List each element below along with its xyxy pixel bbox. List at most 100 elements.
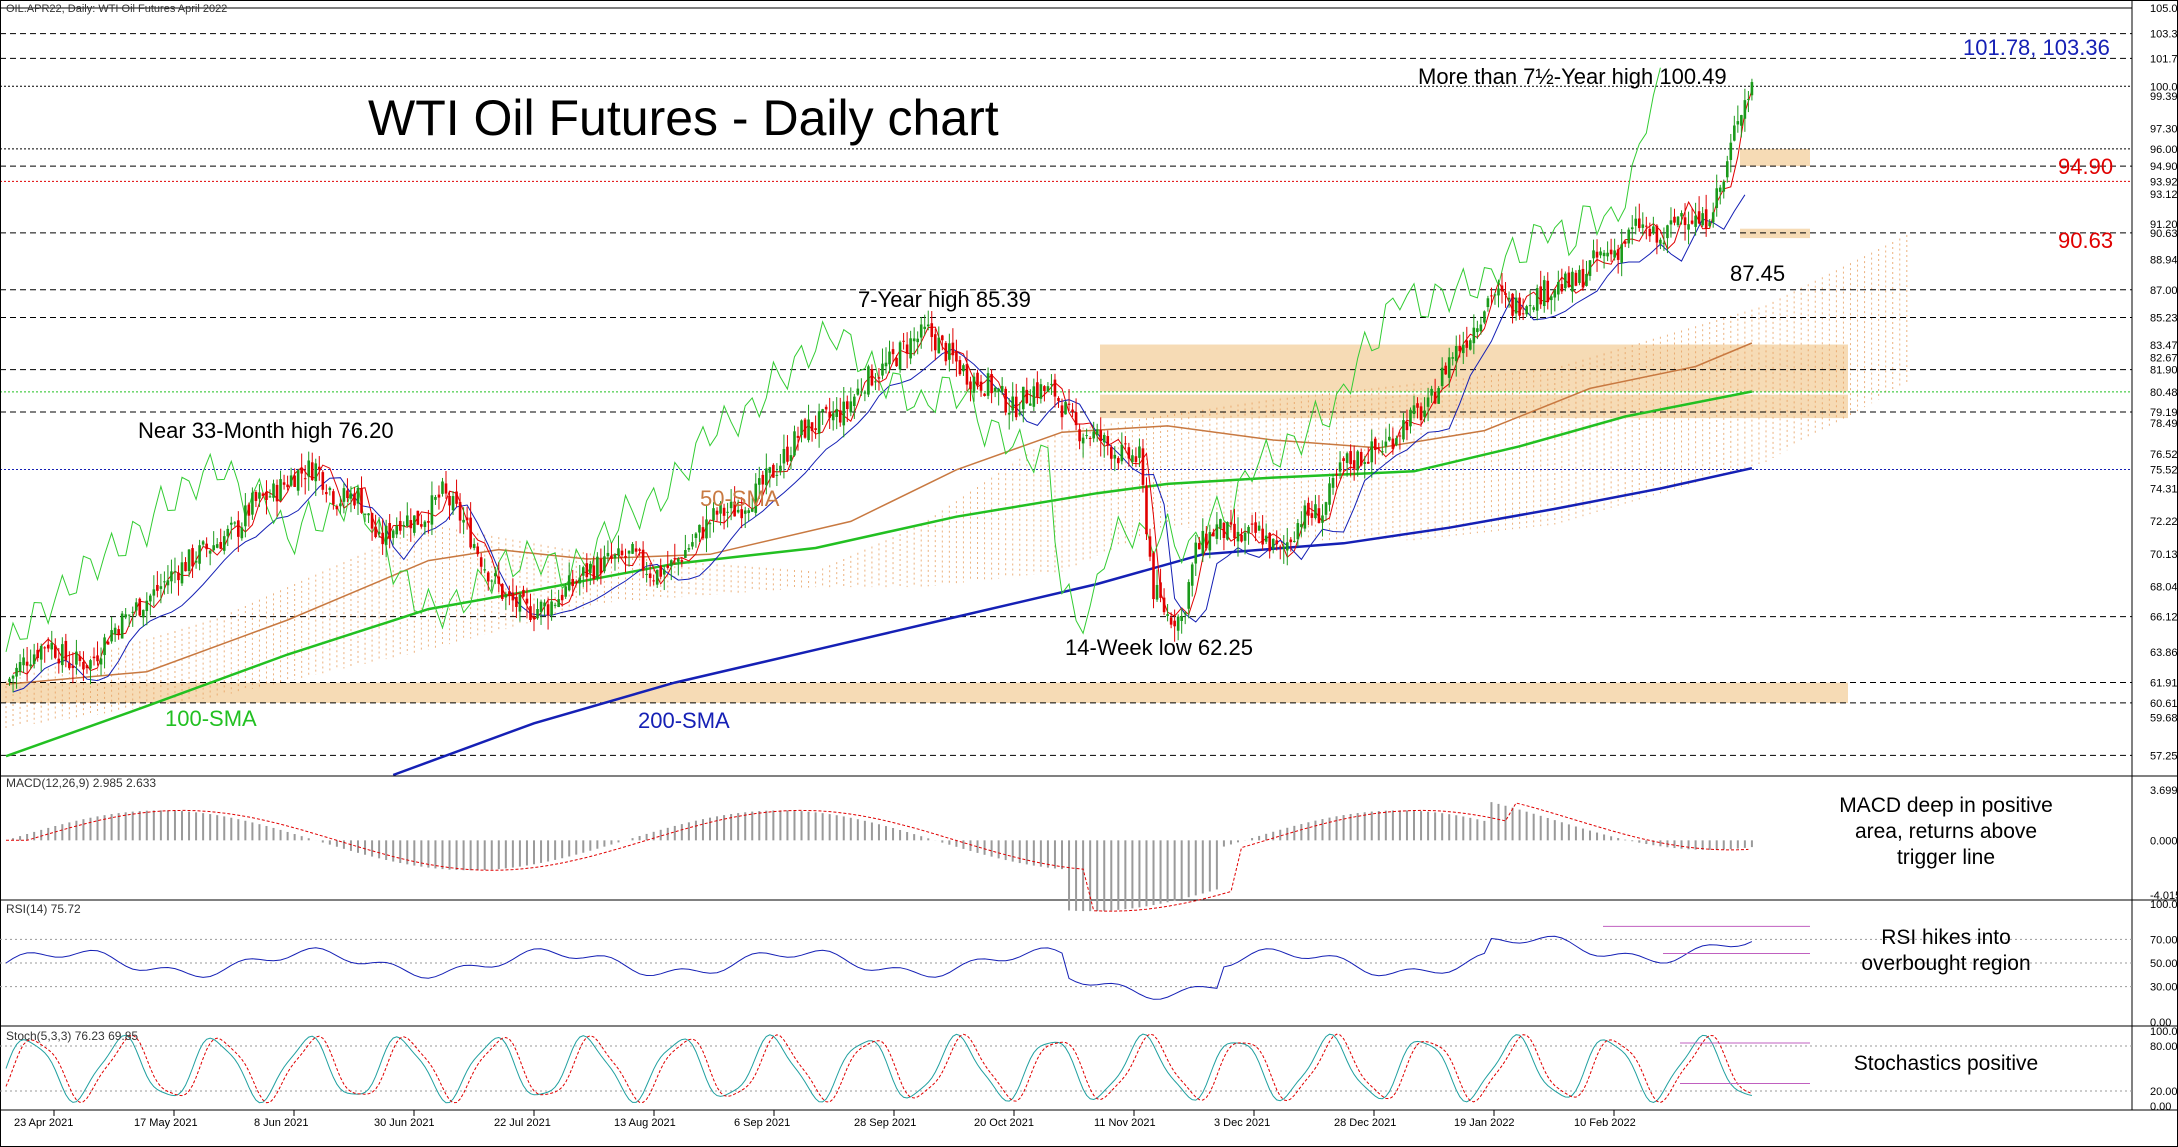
candle-body <box>244 505 247 527</box>
macd-bar <box>1180 840 1183 900</box>
horizontal-levels <box>0 7 2132 756</box>
date-axis-label: 19 Jan 2022 <box>1454 1117 1515 1129</box>
date-axis-label: 10 Feb 2022 <box>1574 1117 1636 1129</box>
rsi-note-1: RSI hikes into <box>1881 926 2011 949</box>
macd-bar <box>202 813 205 841</box>
candle-body <box>75 651 78 665</box>
date-axis-label: 22 Jul 2021 <box>494 1117 551 1129</box>
candle-body <box>1451 357 1455 359</box>
candle-body <box>1430 388 1433 396</box>
macd-bar <box>110 814 113 841</box>
candle-body <box>1514 297 1518 314</box>
candle-body <box>258 492 261 499</box>
candle-body <box>1324 502 1328 515</box>
macd-bar <box>1483 820 1486 841</box>
macd-bar <box>547 840 550 862</box>
macd-bar <box>835 815 838 841</box>
candle-body <box>36 649 39 659</box>
candle-body <box>1162 597 1166 613</box>
candle-body <box>705 519 708 539</box>
candle-body <box>1747 98 1750 100</box>
candle-body <box>229 522 233 525</box>
candle-body <box>1109 447 1113 459</box>
candle-body <box>666 565 670 568</box>
candle-body <box>134 602 138 611</box>
candle-body <box>1314 504 1317 519</box>
candle-body <box>831 413 835 421</box>
stoch-header: Stoch(5,3,3) 76.23 69.85 <box>6 1029 138 1043</box>
candle-body <box>747 510 751 514</box>
candle-body <box>659 565 663 577</box>
candle-body <box>1145 485 1148 535</box>
macd-bar <box>680 824 683 841</box>
candle-body <box>1335 473 1338 476</box>
macd-bar <box>1743 840 1746 848</box>
candle-body <box>1634 218 1638 226</box>
candle-body <box>275 484 279 502</box>
macd-bar <box>413 840 416 866</box>
macd-bar <box>378 840 381 859</box>
macd-bar <box>1279 829 1282 841</box>
macd-bar <box>328 840 331 845</box>
candle-body <box>1402 420 1405 440</box>
candle-body <box>606 552 610 557</box>
macd-bar <box>1131 840 1134 909</box>
candle-body <box>1578 269 1581 283</box>
candle-body <box>149 595 152 602</box>
macd-bar <box>124 812 127 841</box>
candle-body <box>1440 367 1444 387</box>
candle-body <box>1356 451 1359 471</box>
candle-body <box>515 596 518 607</box>
macd-bar <box>75 820 78 841</box>
candle-body <box>50 642 54 650</box>
candle-body <box>342 488 346 502</box>
macd-bar <box>300 836 303 841</box>
macd-bar <box>89 817 92 841</box>
candle-body <box>444 483 448 494</box>
macd-bar <box>1053 840 1056 869</box>
candle-body <box>103 637 106 656</box>
macd-bar <box>103 815 106 841</box>
macd-bar <box>1462 816 1465 841</box>
price-candles <box>8 78 1754 693</box>
candle-body <box>120 613 124 639</box>
candle-body <box>821 409 824 412</box>
candle-body <box>395 525 399 535</box>
macd-bar <box>899 829 902 841</box>
macd-bar <box>1645 840 1648 845</box>
macd-bar <box>265 826 268 841</box>
candle-body <box>814 428 817 431</box>
annotation-level-8745: 87.45 <box>1730 261 1785 286</box>
candle-body <box>1711 212 1715 223</box>
candle-body <box>1599 251 1602 256</box>
candle-body <box>518 594 522 612</box>
macd-bar <box>814 812 817 841</box>
candle-body <box>279 479 282 501</box>
candle-body <box>838 410 842 423</box>
macd-bar <box>1441 813 1444 841</box>
candle-body <box>1557 281 1560 295</box>
candle-body <box>828 411 831 418</box>
macd-bar <box>279 829 282 841</box>
candle-body <box>1461 344 1465 354</box>
candle-body <box>1254 522 1257 533</box>
candle-body <box>1423 410 1426 417</box>
candle-body <box>919 324 923 338</box>
candle-body <box>638 549 641 551</box>
candle-body <box>145 600 149 612</box>
date-axis: 23 Apr 2021 17 May 2021 8 Jun 2021 30 Jun 2… <box>14 1110 1636 1129</box>
candle-body <box>1606 252 1609 257</box>
candle-body <box>1715 188 1719 208</box>
macd-bar <box>730 814 733 841</box>
price-axis-label: 101.78 <box>2150 53 2178 65</box>
price-axis-label: 88.94 <box>2150 254 2178 266</box>
macd-bar <box>138 811 141 841</box>
candle-body <box>817 411 821 434</box>
macd-bar <box>863 820 866 841</box>
macd-bar <box>1567 824 1570 841</box>
candle-body <box>82 661 85 670</box>
price-axis-label: 94.90 <box>2150 161 2178 173</box>
candle-body <box>420 524 423 527</box>
candle-body <box>434 496 437 500</box>
macd-bar <box>1363 812 1366 841</box>
